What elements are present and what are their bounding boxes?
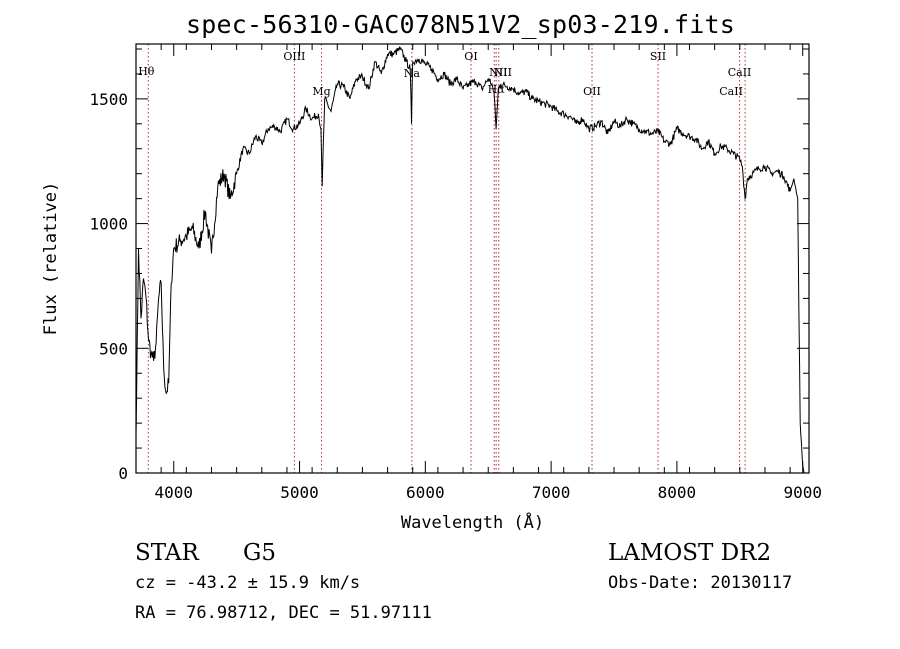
line-labels: Hθ OIII Mg Na OI NII Hα NII OII SII CaII CaII	[138, 50, 751, 98]
line-label-7: NII	[494, 66, 512, 79]
line-label-3: Na	[404, 67, 421, 80]
object-class: STAR	[135, 540, 199, 566]
spectral-line-markers	[147, 44, 746, 473]
y-tick-label-1000: 1000	[89, 215, 128, 234]
line-label-4: OI	[464, 50, 477, 63]
x-tick-label-8000: 8000	[658, 483, 697, 502]
y-tick-label-1500: 1500	[89, 90, 128, 109]
x-tick-label-7000: 7000	[532, 483, 571, 502]
line-label-5: NII	[489, 66, 507, 79]
line-label-9: SII	[650, 50, 666, 63]
line-label-6: Hα	[488, 83, 506, 96]
survey-name: LAMOST DR2	[608, 540, 772, 566]
x-tick-label-9000: 9000	[783, 483, 822, 502]
line-label-1: OIII	[283, 50, 305, 63]
observation-date: Obs-Date: 20130117	[608, 573, 793, 593]
line-label-8: OII	[583, 85, 601, 98]
line-label-0: Hθ	[138, 65, 155, 78]
line-label-11: CaII	[719, 85, 743, 98]
object-subclass: G5	[243, 540, 277, 566]
x-tick-label-4000: 4000	[154, 483, 193, 502]
y-tick-label-500: 500	[99, 339, 128, 358]
coordinates: RA = 76.98712, DEC = 51.97111	[135, 603, 432, 623]
chart-title: spec-56310-GAC078N51V2_sp03-219.fits	[186, 10, 736, 39]
x-tick-label-5000: 5000	[280, 483, 319, 502]
axis-ticks: 4000 5000 6000 7000 8000 9000 0 500 1000 1500	[89, 44, 822, 502]
x-axis-label: Wavelength (Å)	[401, 511, 544, 533]
x-tick-label-6000: 6000	[406, 483, 445, 502]
line-label-2: Mg	[312, 85, 330, 98]
plot-frame	[135, 43, 810, 474]
y-tick-label-0: 0	[118, 464, 128, 483]
y-axis-label: Flux (relative)	[41, 182, 61, 336]
spectrum-series-line	[135, 46, 805, 474]
line-label-10: CaII	[728, 66, 752, 79]
redshift-cz: cz = -43.2 ± 15.9 km/s	[135, 573, 361, 593]
